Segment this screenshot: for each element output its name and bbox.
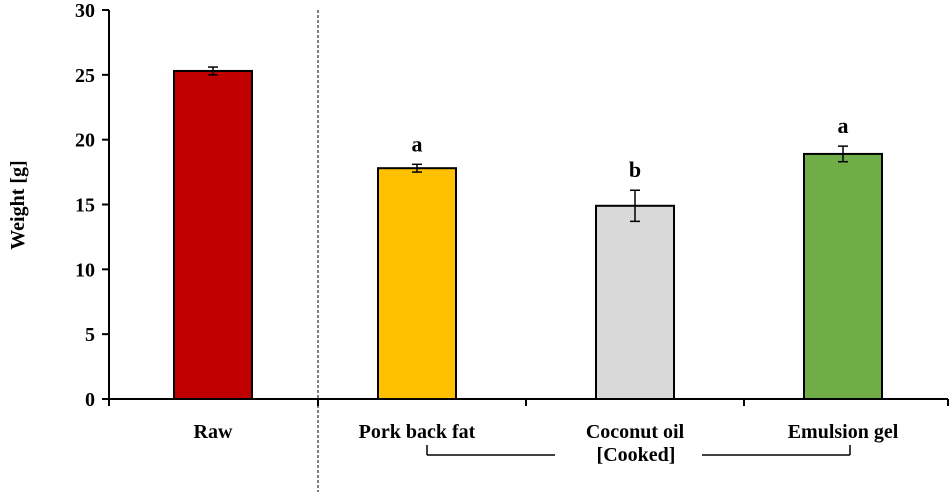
y-tick-label-0: 0 — [85, 389, 95, 411]
y-tick-label-10: 10 — [75, 259, 95, 281]
y-tick-label-30: 30 — [75, 0, 95, 22]
error-bar-raw — [208, 66, 218, 76]
bar-pork-back-fat — [377, 167, 457, 400]
category-label-raw: Raw — [194, 421, 233, 443]
y-tick-label-20: 20 — [75, 130, 95, 152]
bar-raw — [173, 69, 253, 401]
category-label-coconut-oil: Coconut oil — [586, 421, 685, 443]
y-tick-label-15: 15 — [75, 195, 95, 217]
group-bracket-cooked — [426, 445, 851, 456]
error-bar-pork-back-fat — [412, 163, 422, 173]
y-axis-title: Weight [g] — [7, 160, 29, 249]
group-label-cooked: [Cooked] — [597, 444, 676, 466]
significance-label-coconut-oil: b — [629, 157, 641, 182]
bar-coconut-oil — [595, 204, 675, 400]
error-bar-coconut-oil — [630, 189, 640, 223]
significance-label-pork-back-fat: a — [412, 131, 423, 156]
category-label-pork-back-fat: Pork back fat — [359, 421, 476, 443]
y-tick-label-25: 25 — [75, 65, 95, 87]
y-tick-label-5: 5 — [85, 324, 95, 346]
error-bar-emulsion-gel — [838, 145, 848, 163]
bar-emulsion-gel — [803, 152, 883, 400]
significance-label-emulsion-gel: a — [838, 113, 849, 138]
category-label-emulsion-gel: Emulsion gel — [788, 421, 899, 443]
